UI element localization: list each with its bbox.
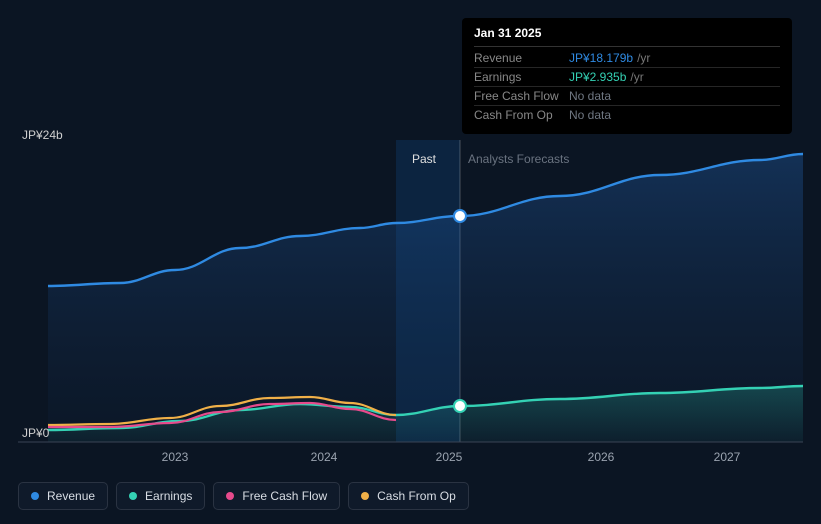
tooltip-row-value: No data: [569, 108, 611, 122]
forecast-chart: JP¥24b JP¥0 Past Analysts Forecasts 2023…: [0, 0, 821, 524]
tooltip-row-label: Cash From Op: [474, 108, 569, 122]
legend-dot-icon: [31, 492, 39, 500]
legend-item[interactable]: Free Cash Flow: [213, 482, 340, 510]
x-axis-tick: 2027: [714, 450, 741, 464]
x-axis-tick: 2026: [588, 450, 615, 464]
tooltip-row: Free Cash FlowNo data: [474, 87, 780, 106]
legend-item[interactable]: Earnings: [116, 482, 205, 510]
legend-item[interactable]: Cash From Op: [348, 482, 469, 510]
tooltip-row: RevenueJP¥18.179b/yr: [474, 49, 780, 68]
y-axis-tick-zero: JP¥0: [22, 426, 49, 440]
hover-tooltip: Jan 31 2025 RevenueJP¥18.179b/yrEarnings…: [462, 18, 792, 134]
tooltip-row-value: JP¥2.935b: [569, 70, 626, 84]
legend-dot-icon: [361, 492, 369, 500]
series-marker: [455, 211, 465, 221]
forecast-section-label: Analysts Forecasts: [468, 152, 569, 166]
tooltip-row: Cash From OpNo data: [474, 106, 780, 124]
y-axis-tick-top: JP¥24b: [22, 128, 63, 142]
tooltip-row: EarningsJP¥2.935b/yr: [474, 68, 780, 87]
legend-label: Cash From Op: [377, 489, 456, 503]
legend-item[interactable]: Revenue: [18, 482, 108, 510]
legend-label: Free Cash Flow: [242, 489, 327, 503]
series-marker: [455, 401, 465, 411]
chart-legend: Revenue Earnings Free Cash Flow Cash From O…: [18, 482, 469, 510]
tooltip-row-label: Earnings: [474, 70, 569, 84]
tooltip-row-label: Revenue: [474, 51, 569, 65]
tooltip-row-label: Free Cash Flow: [474, 89, 569, 103]
x-axis-tick: 2024: [311, 450, 338, 464]
tooltip-row-suffix: /yr: [630, 70, 643, 84]
x-axis-tick: 2025: [436, 450, 463, 464]
tooltip-row-suffix: /yr: [637, 51, 650, 65]
legend-label: Earnings: [145, 489, 192, 503]
x-axis-tick: 2023: [162, 450, 189, 464]
tooltip-row-value: JP¥18.179b: [569, 51, 633, 65]
legend-dot-icon: [129, 492, 137, 500]
legend-label: Revenue: [47, 489, 95, 503]
tooltip-row-value: No data: [569, 89, 611, 103]
past-section-label: Past: [412, 152, 436, 166]
legend-dot-icon: [226, 492, 234, 500]
tooltip-date: Jan 31 2025: [474, 26, 780, 47]
